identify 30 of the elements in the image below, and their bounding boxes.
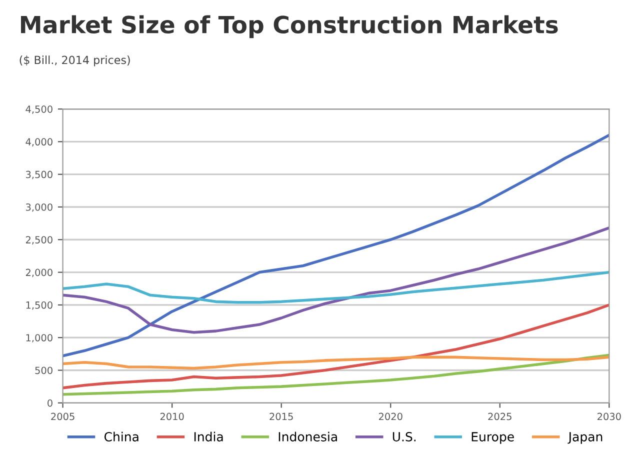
x-tick-label: 2005 — [51, 412, 74, 420]
y-tick-label: 1,500 — [26, 301, 52, 310]
y-tick-label: 1,000 — [26, 334, 52, 342]
legend-label: Japan — [568, 432, 602, 444]
line-series — [62, 354, 610, 396]
legend-label: Indonesia — [278, 432, 337, 442]
y-tick-label: 4,000 — [26, 138, 52, 146]
x-tick-label: 2010 — [160, 412, 184, 420]
line-series — [62, 134, 610, 358]
x-tick-label: 2030 — [598, 412, 621, 420]
chart-subtitle: ($ Bill., 2014 prices) — [20, 56, 130, 66]
chart-title: Market Size of Top Construction Markets — [21, 15, 558, 38]
y-tick-label: 2,500 — [26, 236, 52, 244]
y-tick-label: 3,000 — [26, 203, 52, 212]
y-tick-label: 0 — [48, 399, 52, 407]
line-series — [62, 304, 610, 390]
y-tick-label: 4,500 — [26, 106, 52, 114]
x-tick-label: 2025 — [488, 412, 512, 420]
y-tick-label: 2,000 — [26, 268, 52, 278]
x-tick-label: 2015 — [270, 412, 293, 420]
legend-label: China — [104, 432, 138, 442]
legend-label: Europe — [472, 432, 514, 444]
line-series — [62, 226, 610, 334]
x-tick-label: 2020 — [378, 412, 402, 420]
line-series — [62, 356, 610, 370]
legend-label: U.S. — [392, 432, 416, 442]
y-tick-label: 500 — [35, 366, 52, 374]
legend-label: India — [194, 432, 223, 442]
y-tick-label: 3,500 — [26, 170, 52, 180]
line-series — [62, 270, 610, 304]
